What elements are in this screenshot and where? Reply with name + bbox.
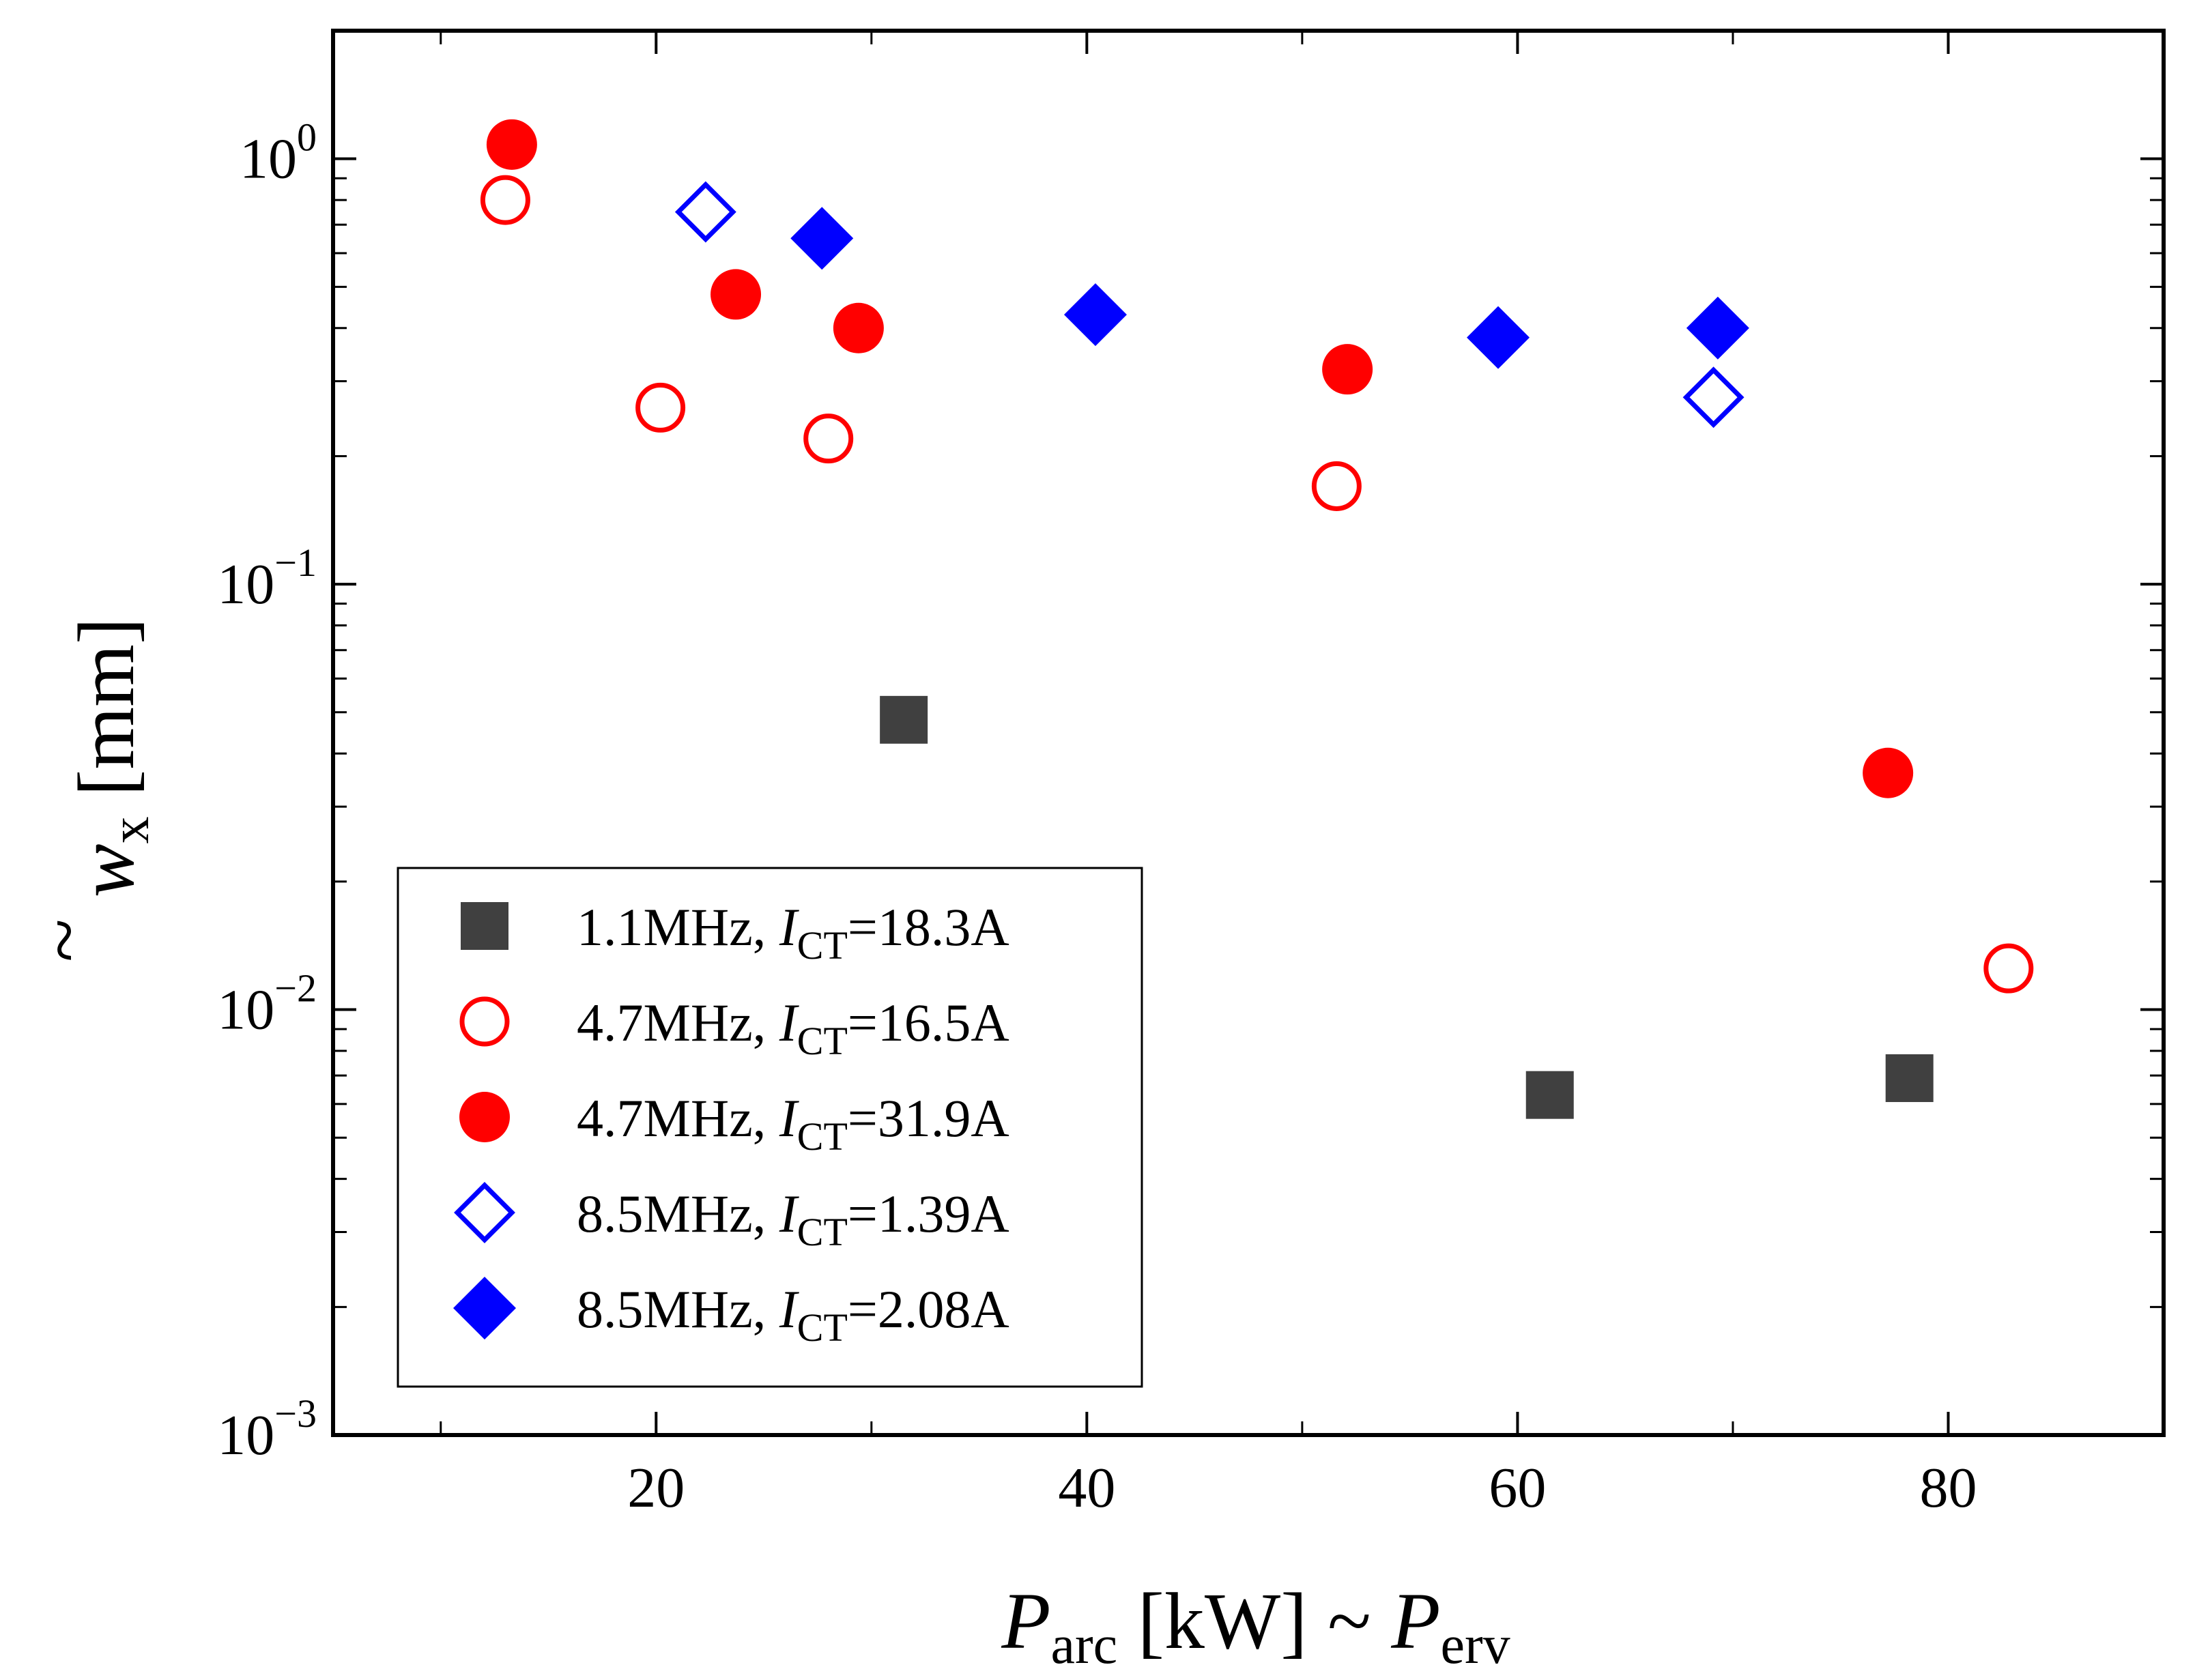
y-tick-label: 10−2 [217,966,317,1042]
x-axis-sub: arc [1050,1615,1117,1675]
x-axis-title: Parc [kW] ~ Perv [1001,1576,1510,1675]
data-point-series-2 [1983,943,2034,994]
legend-label-2: 4.7MHz, ICT=16.5A [577,993,1009,1063]
data-point-series-5 [790,207,854,270]
data-point-series-3 [1863,747,1914,798]
legend-label-1: 1.1MHz, ICT=18.3A [577,897,1009,968]
tick-labels: 20 40 60 80 10−3 10−2 10−1 100 [217,115,1977,1520]
data-point-series-3 [1322,344,1373,395]
y-axis-var: w [61,843,151,897]
x-axis-var: P [1001,1576,1050,1666]
data-point-series-2 [1311,461,1362,511]
legend: 1.1MHz, ICT=18.3A 4.7MHz, ICT=16.5A 4.7MHz… [397,867,1143,1388]
x-axis-unit: [kW] ~ [1117,1576,1391,1666]
data-point-series-4 [674,181,736,243]
data-point-series-1 [880,695,928,744]
data-point-series-3 [486,119,537,170]
data-point-series-2 [480,175,530,225]
data-point-series-5 [1467,306,1530,369]
x-tick-label: 60 [1489,1456,1546,1520]
data-point-series-1 [1885,1054,1934,1103]
data-point-series-5 [1063,283,1127,347]
x-tick-label: 40 [1058,1456,1115,1520]
data-points [480,119,2034,1119]
y-axis-unit: [mm] [61,618,151,817]
legend-marker-3 [459,1092,510,1142]
y-tick-label: 10−3 [217,1391,317,1467]
x-axis-sub2: erv [1441,1615,1510,1675]
data-point-series-3 [833,302,884,353]
legend-box [397,867,1143,1388]
data-point-series-1 [1525,1071,1574,1119]
legend-label-5: 8.5MHz, ICT=2.08A [577,1279,1009,1350]
y-axis-title: wx [mm] ~ [19,618,160,962]
x-tick-label: 20 [627,1456,685,1520]
y-axis-sub: x [100,816,160,843]
x-axis-var2: P [1390,1576,1440,1666]
x-tick-label: 80 [1919,1456,1977,1520]
data-point-series-3 [711,269,762,320]
minor-ticks [333,29,2165,1435]
data-point-series-2 [635,382,686,433]
y-tick-label: 10−1 [217,540,317,616]
y-tick-label: 100 [240,115,317,191]
legend-marker-2 [459,996,510,1047]
legend-label-3: 4.7MHz, ICT=31.9A [577,1088,1009,1159]
svg-text:wx [mm]: wx [mm] [61,618,160,897]
y-axis-accent: ~ [19,918,109,962]
legend-marker-1 [461,902,508,950]
legend-label-4: 8.5MHz, ICT=1.39A [577,1184,1009,1254]
data-point-series-2 [803,414,854,464]
data-point-series-4 [1682,366,1745,429]
data-point-series-5 [1686,296,1749,360]
plot-frame [331,29,2166,1437]
legend-marker-5 [453,1277,516,1339]
legend-marker-4 [454,1182,515,1243]
